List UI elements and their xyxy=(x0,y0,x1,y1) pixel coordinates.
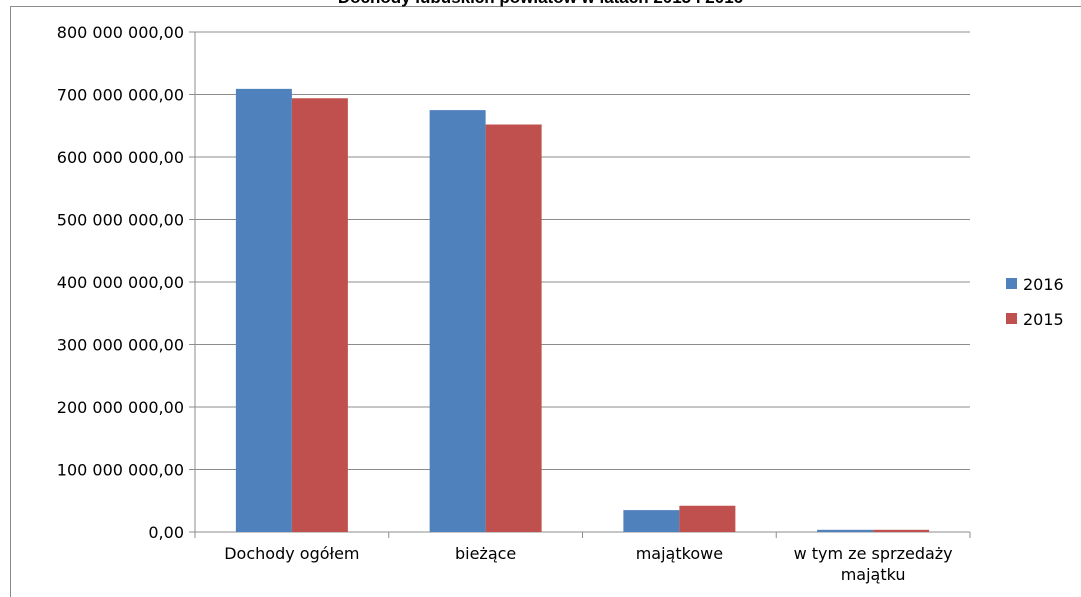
bar-2015 xyxy=(873,529,930,532)
x-tick-label: Dochody ogółem xyxy=(224,544,359,563)
y-tick-label: 600 000 000,00 xyxy=(57,148,184,167)
legend-swatch-2016 xyxy=(1006,278,1017,289)
frame-left-border xyxy=(10,6,11,597)
bar-2016 xyxy=(817,529,874,532)
y-tick-label: 300 000 000,00 xyxy=(57,336,184,355)
bar-2016 xyxy=(429,110,486,532)
chart-title: Dochody lubuskich powiatów w latach 2015… xyxy=(0,0,1081,8)
x-tick-label: bieżące xyxy=(455,544,516,563)
legend-swatch-2015 xyxy=(1006,313,1017,324)
bar-2015 xyxy=(291,98,348,532)
bar-2015 xyxy=(485,124,542,532)
x-tick-label: majątkowe xyxy=(636,544,723,563)
bar-2016 xyxy=(623,510,680,532)
x-tick-label: w tym ze sprzedaży xyxy=(794,544,953,563)
bar-2016 xyxy=(235,88,292,532)
legend-label: 2016 xyxy=(1023,275,1064,294)
y-tick-label: 800 000 000,00 xyxy=(57,23,184,42)
y-tick-label: 0,00 xyxy=(148,523,184,542)
bar-2015 xyxy=(679,505,736,532)
y-tick-label: 100 000 000,00 xyxy=(57,461,184,480)
y-tick-label: 700 000 000,00 xyxy=(57,86,184,105)
y-tick-label: 200 000 000,00 xyxy=(57,398,184,417)
frame-top-border xyxy=(10,6,1081,7)
y-tick-label: 500 000 000,00 xyxy=(57,211,184,230)
x-tick-label: majątku xyxy=(841,565,906,584)
legend-label: 2015 xyxy=(1023,310,1064,329)
y-tick-label: 400 000 000,00 xyxy=(57,273,184,292)
